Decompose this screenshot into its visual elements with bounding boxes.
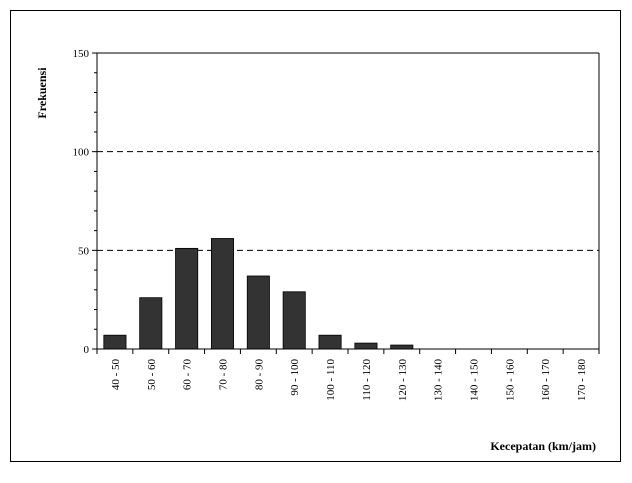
x-tick-label-11: 150 - 160: [504, 359, 516, 402]
bar-5: [282, 291, 306, 350]
axes: [92, 52, 600, 354]
bars: [103, 238, 414, 350]
bar-2: [175, 247, 199, 350]
y-axis-title: Frekuensi: [35, 67, 49, 119]
y-tick-label-0: 0: [84, 344, 90, 356]
gridlines: [97, 151, 599, 251]
y-tick-label-150: 150: [73, 48, 90, 60]
bar-7: [354, 342, 378, 350]
x-tick-label-2: 60 - 70: [182, 359, 194, 391]
x-tick-label-6: 100 - 110: [325, 359, 337, 401]
x-tick-label-13: 170 - 180: [576, 359, 588, 402]
bar-1: [139, 297, 163, 350]
x-tick-labels: 40 - 50 50 - 60 60 - 70 70 - 80 80 - 90 90 - …: [110, 359, 588, 402]
bar-3: [210, 238, 235, 350]
x-axis-title: Kecepatan (km/jam): [490, 439, 596, 453]
x-tick-label-3: 70 - 80: [218, 359, 230, 391]
x-tick-label-12: 160 - 170: [540, 359, 552, 402]
chart-frame: [10, 10, 621, 462]
y-tick-label-100: 100: [73, 147, 90, 159]
x-tick-label-5: 90 - 100: [289, 359, 301, 396]
x-tick-label-10: 140 - 150: [469, 359, 481, 402]
y-tick-labels: 0 50 100 150: [73, 48, 90, 356]
bar-8: [390, 344, 414, 350]
bar-6: [318, 334, 342, 350]
y-tick-label-50: 50: [78, 245, 90, 257]
x-tick-label-1: 50 - 60: [146, 359, 158, 391]
x-tick-label-0: 40 - 50: [110, 359, 122, 391]
x-tick-label-4: 80 - 90: [253, 359, 265, 391]
x-tick-label-9: 130 - 140: [433, 359, 445, 402]
bar-0: [103, 334, 127, 350]
bar-4: [246, 275, 270, 350]
x-tick-label-8: 120 - 130: [397, 359, 409, 402]
x-tick-label-7: 110 - 120: [361, 359, 373, 401]
